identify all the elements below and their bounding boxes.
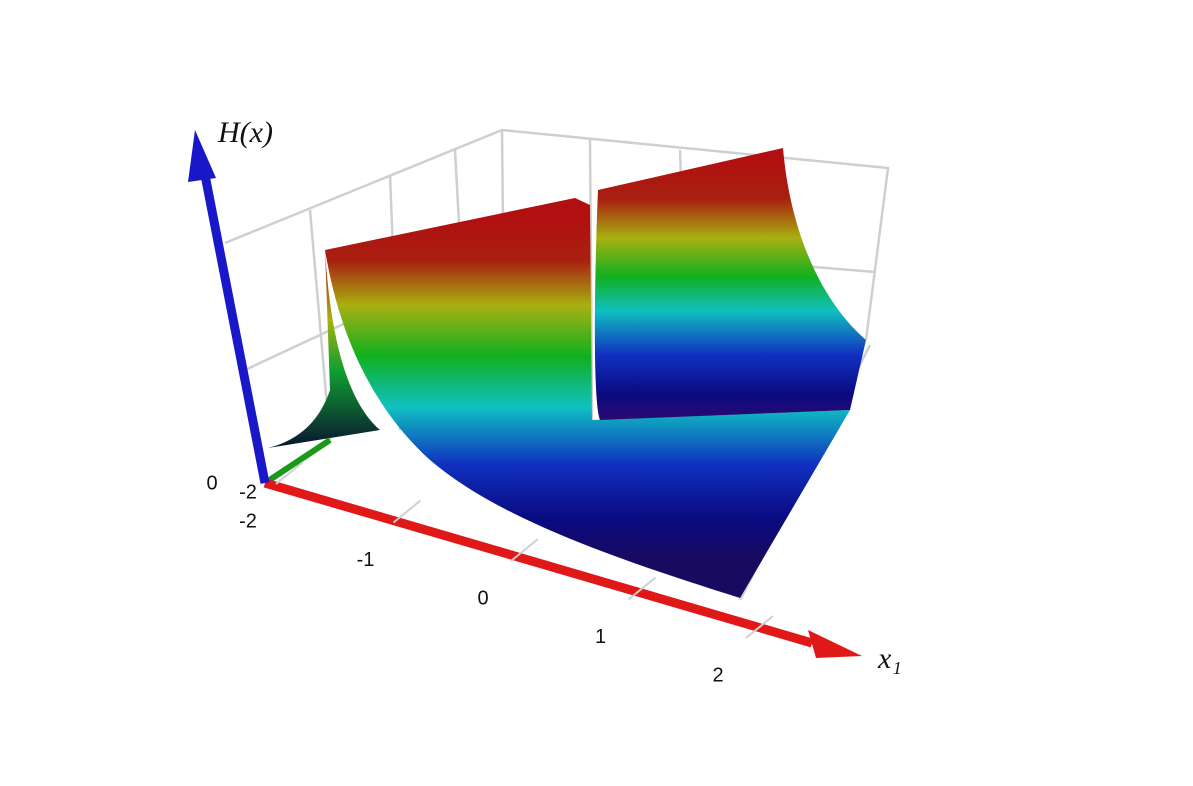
x-tick [745,615,774,639]
surface [268,148,866,598]
z-tick-label: 0 [206,472,217,494]
y-tick-label: -2 [239,481,257,503]
x-tick [275,461,304,485]
x-tick-label: 1 [595,626,606,648]
x-tick-label: -2 [239,510,257,532]
x-tick [392,499,422,524]
z-axis-label: H(x) [217,116,273,149]
x-tick-label: 2 [712,664,723,686]
x-tick-label: -1 [357,549,375,571]
x-axis-label: x₁ [877,642,902,675]
x-tick-label: 0 [477,587,488,609]
x-tick [510,538,539,562]
axes [188,130,862,658]
x-tick [627,576,657,601]
